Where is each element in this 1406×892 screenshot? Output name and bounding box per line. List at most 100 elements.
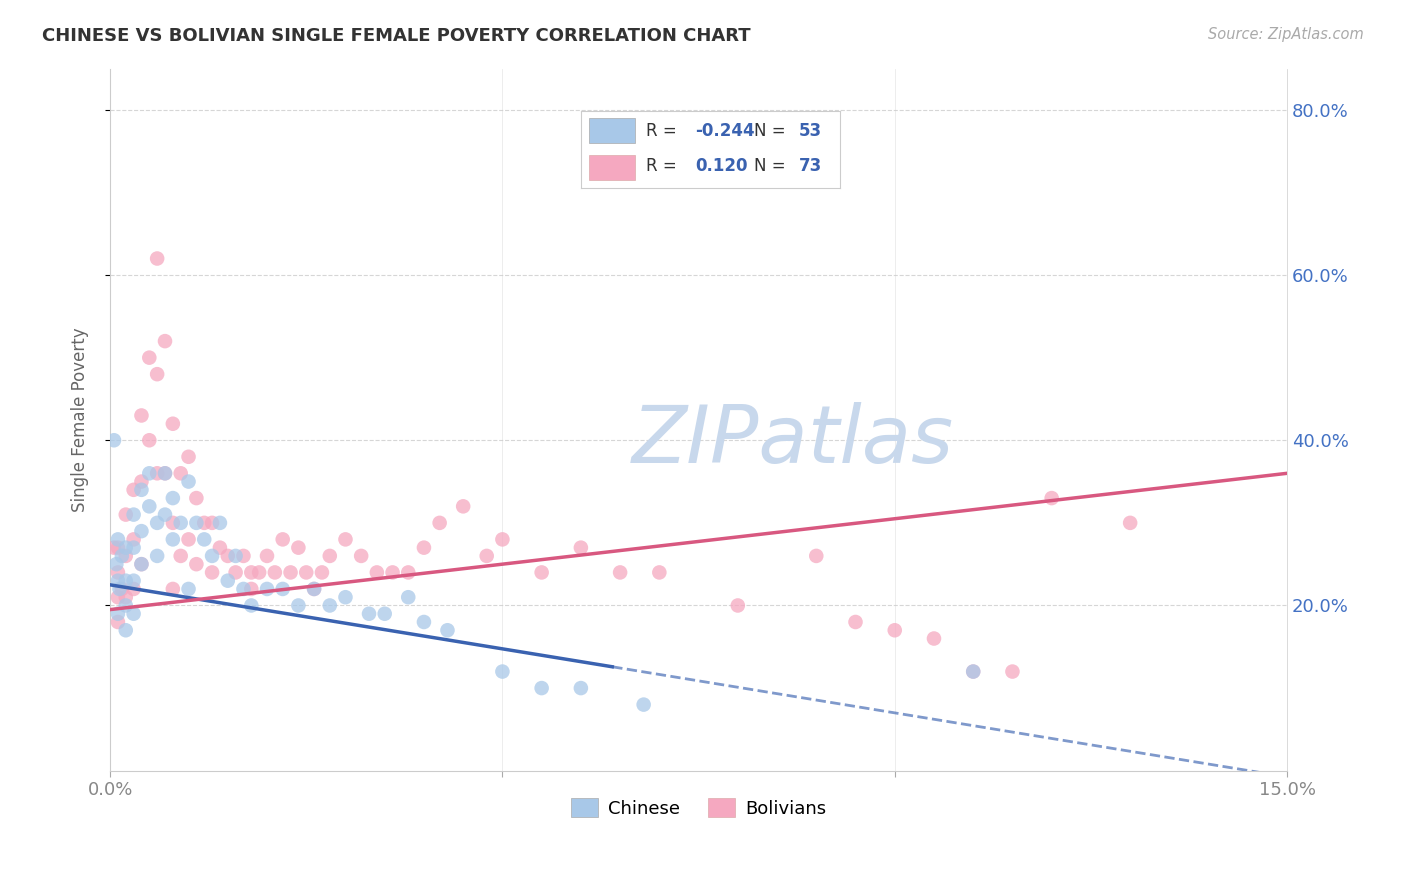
Point	[240, 566, 263, 580]
Point	[396, 566, 419, 580]
Point	[247, 566, 270, 580]
Point	[138, 434, 160, 448]
Point	[162, 582, 184, 596]
Point	[319, 549, 342, 563]
Point	[122, 541, 145, 555]
Point	[232, 582, 254, 596]
Point	[177, 533, 200, 547]
Point	[280, 566, 302, 580]
Point	[108, 582, 131, 596]
Point	[177, 582, 200, 596]
Point	[111, 549, 134, 563]
Point	[1001, 665, 1024, 679]
Point	[225, 566, 247, 580]
Point	[217, 574, 239, 588]
Point	[208, 541, 231, 555]
Point	[103, 541, 125, 555]
Point	[107, 591, 129, 605]
Point	[374, 607, 396, 621]
Point	[170, 467, 193, 481]
Point	[131, 557, 153, 571]
Point	[225, 549, 247, 563]
Point	[530, 566, 553, 580]
Point	[107, 607, 129, 621]
Point	[436, 624, 458, 638]
Point	[107, 615, 129, 629]
Point	[138, 351, 160, 365]
Point	[122, 508, 145, 522]
Point	[922, 632, 945, 646]
Point	[146, 467, 169, 481]
Point	[170, 549, 193, 563]
Point	[122, 483, 145, 497]
Point	[193, 516, 215, 530]
Point	[1119, 516, 1142, 530]
Point	[131, 483, 153, 497]
Point	[883, 624, 905, 638]
Point	[114, 599, 136, 613]
Point	[302, 582, 325, 596]
Text: CHINESE VS BOLIVIAN SINGLE FEMALE POVERTY CORRELATION CHART: CHINESE VS BOLIVIAN SINGLE FEMALE POVERT…	[42, 27, 751, 45]
Point	[271, 582, 294, 596]
Point	[413, 541, 436, 555]
Point	[240, 582, 263, 596]
Point	[287, 599, 309, 613]
Point	[153, 508, 176, 522]
Point	[530, 681, 553, 695]
Point	[381, 566, 404, 580]
Point	[287, 541, 309, 555]
Point	[177, 450, 200, 464]
Point	[413, 615, 436, 629]
Point	[609, 566, 631, 580]
Point	[335, 533, 357, 547]
Point	[232, 549, 254, 563]
Point	[177, 475, 200, 489]
Point	[131, 557, 153, 571]
Point	[107, 533, 129, 547]
Point	[186, 557, 208, 571]
Point	[962, 665, 984, 679]
Point	[122, 574, 145, 588]
Point	[131, 475, 153, 489]
Point	[162, 533, 184, 547]
Point	[217, 549, 239, 563]
Point	[271, 533, 294, 547]
Point	[111, 582, 134, 596]
Point	[295, 566, 318, 580]
Point	[491, 665, 513, 679]
Point	[122, 582, 145, 596]
Point	[806, 549, 828, 563]
Point	[396, 591, 419, 605]
Point	[153, 334, 176, 348]
Point	[146, 516, 169, 530]
Point	[256, 582, 278, 596]
Point	[114, 624, 136, 638]
Y-axis label: Single Female Poverty: Single Female Poverty	[72, 327, 89, 512]
Point	[114, 591, 136, 605]
Point	[114, 549, 136, 563]
Point	[1040, 491, 1063, 505]
Point	[633, 698, 655, 712]
Legend: Chinese, Bolivians: Chinese, Bolivians	[564, 791, 834, 825]
Point	[844, 615, 866, 629]
Point	[146, 252, 169, 266]
Point	[162, 491, 184, 505]
Point	[648, 566, 671, 580]
Point	[491, 533, 513, 547]
Point	[201, 516, 224, 530]
Point	[208, 516, 231, 530]
Point	[201, 566, 224, 580]
Point	[451, 500, 474, 514]
Point	[475, 549, 498, 563]
Point	[429, 516, 451, 530]
Point	[131, 409, 153, 423]
Point	[114, 574, 136, 588]
Point	[103, 434, 125, 448]
Point	[105, 557, 128, 571]
Point	[122, 607, 145, 621]
Point	[153, 467, 176, 481]
Point	[138, 500, 160, 514]
Point	[962, 665, 984, 679]
Text: Source: ZipAtlas.com: Source: ZipAtlas.com	[1208, 27, 1364, 42]
Point	[186, 491, 208, 505]
